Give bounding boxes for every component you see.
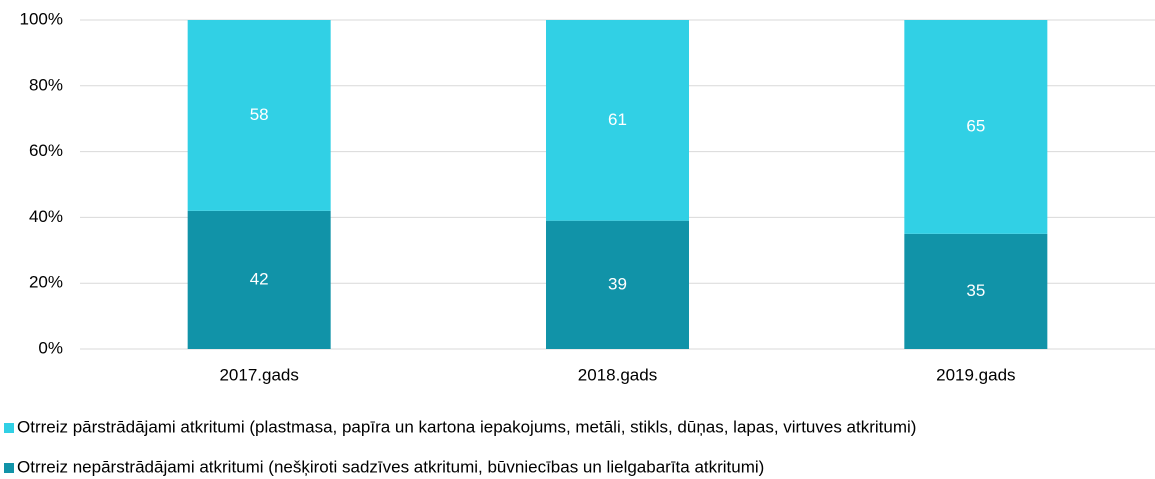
bar-segment — [904, 233, 1048, 349]
bar-segment — [546, 220, 689, 349]
y-tick-label: 40% — [29, 207, 63, 226]
y-tick-label: 20% — [29, 273, 63, 292]
x-tick-label: 2019.gads — [936, 365, 1015, 384]
legend-swatch — [4, 463, 14, 473]
y-tick-label: 80% — [29, 75, 63, 94]
bar-segment — [904, 20, 1048, 234]
data-label: 35 — [966, 281, 985, 300]
bar-segment — [187, 210, 331, 349]
y-tick-label: 100% — [20, 9, 63, 28]
legend-label: Otrreiz nepārstrādājami atkritumi (nešķi… — [17, 457, 764, 476]
data-label: 61 — [608, 110, 627, 129]
y-tick-label: 0% — [38, 338, 63, 357]
x-tick-label: 2017.gads — [219, 365, 298, 384]
legend-label: Otrreiz pārstrādājami atkritumi (plastma… — [17, 417, 916, 436]
x-tick-label: 2018.gads — [578, 365, 657, 384]
data-label: 42 — [250, 269, 269, 288]
data-label: 39 — [608, 274, 627, 293]
bar-segment — [546, 20, 689, 221]
legend-swatch — [4, 423, 14, 433]
data-label: 65 — [966, 116, 985, 135]
bar-segment — [187, 20, 331, 211]
y-tick-label: 60% — [29, 141, 63, 160]
data-label: 58 — [250, 105, 269, 124]
